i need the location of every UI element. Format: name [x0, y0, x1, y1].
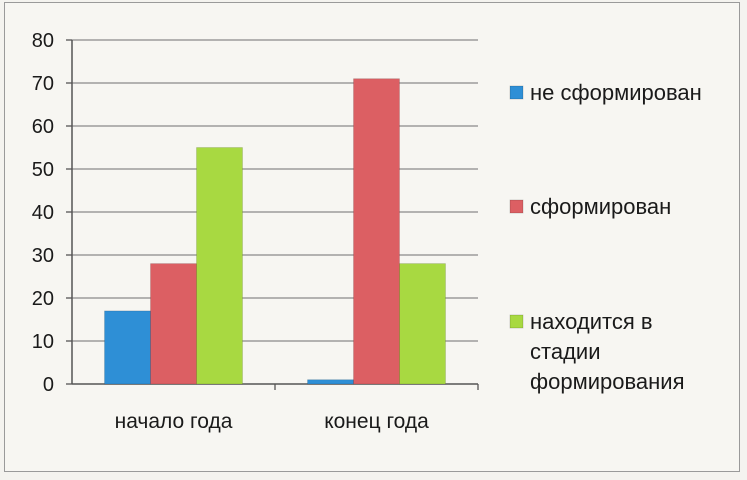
y-tick-label: 40 — [32, 202, 54, 224]
legend-swatch — [509, 199, 524, 214]
category-labels: начало года конец года — [115, 410, 430, 433]
category-label: начало года — [115, 410, 233, 433]
legend-label: формирования — [530, 369, 684, 394]
bar — [353, 78, 400, 385]
y-tick-label: 10 — [32, 331, 54, 353]
legend: не сформирован сформирован находится в стад… — [509, 80, 702, 394]
legend-label: находится в — [530, 309, 653, 334]
legend-label: стадии — [530, 339, 600, 364]
legend-label: сформирован — [530, 194, 671, 219]
y-tick-label: 50 — [32, 159, 54, 181]
y-tick-labels: 0 10 20 30 40 50 60 70 80 — [32, 30, 54, 396]
legend-swatch — [509, 85, 524, 100]
bar — [399, 263, 446, 385]
y-tick-label: 70 — [32, 73, 54, 95]
bar — [307, 379, 354, 385]
bar — [150, 263, 197, 385]
y-tick-label: 60 — [32, 116, 54, 138]
bar — [196, 147, 243, 385]
y-tick-label: 0 — [43, 374, 54, 396]
y-tick-label: 20 — [32, 288, 54, 310]
bars — [104, 78, 446, 385]
legend-swatch — [509, 314, 524, 329]
y-tick-label: 30 — [32, 245, 54, 267]
legend-label: не сформирован — [530, 80, 702, 105]
bar — [104, 310, 151, 385]
y-tick-label: 80 — [32, 30, 54, 52]
category-label: конец года — [324, 410, 429, 433]
